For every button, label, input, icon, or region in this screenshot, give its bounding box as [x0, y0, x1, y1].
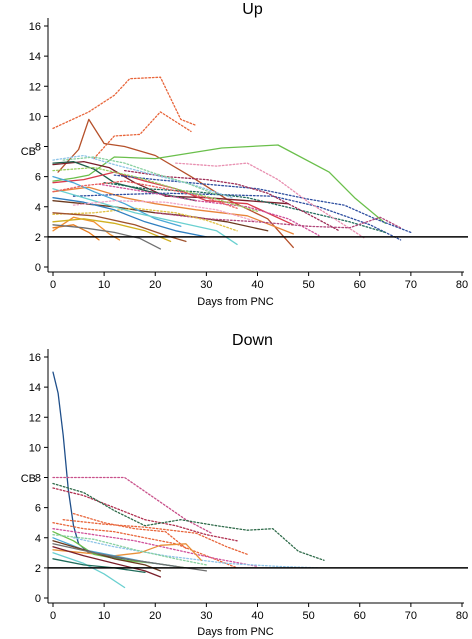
series-line-7: [72, 537, 320, 569]
y-tick-label: 12: [29, 81, 41, 93]
y-tick-label: 8: [35, 473, 41, 485]
chart-panel-up: Up CB Days from PNC 0 2 4 6 8 10 12 14 16 0 10 20 30 40 5…: [21, 1, 468, 308]
x-tick-label: 0: [50, 610, 56, 622]
x-tick-label: 40: [251, 279, 263, 291]
y-tick-label: 10: [29, 442, 41, 454]
series-line-6: [52, 528, 259, 568]
y-tick-label: 14: [29, 382, 41, 394]
series-line-17: [52, 534, 208, 566]
series-line-25: [52, 218, 172, 243]
chart-title: Down: [232, 332, 273, 349]
series-line-8: [52, 186, 294, 235]
series-line-2: [52, 476, 213, 534]
series-line-28: [62, 156, 218, 196]
y-tick-label: 0: [35, 262, 41, 274]
series-line-18: [52, 166, 259, 212]
x-tick-label: 30: [200, 610, 212, 622]
y-tick-label: 16: [29, 21, 41, 33]
series-line-14: [98, 183, 320, 237]
x-tick-label: 50: [303, 610, 315, 622]
y-tick-label: 8: [35, 142, 41, 154]
y-axis-label: CB: [21, 146, 36, 158]
x-tick-label: 50: [303, 279, 315, 291]
series-line-22: [52, 188, 238, 246]
series-line-11: [72, 192, 402, 241]
series-line-2: [93, 111, 192, 160]
x-tick-label: 70: [405, 279, 417, 291]
series-line-3: [52, 487, 238, 542]
series-line-4: [52, 144, 386, 224]
series-line-1: [52, 76, 197, 130]
x-tick-label: 20: [149, 279, 161, 291]
series-line-30: [52, 180, 238, 209]
y-tick-label: 2: [35, 232, 41, 244]
x-tick-label: 60: [354, 610, 366, 622]
series-line-11: [52, 552, 126, 589]
series-line-14: [52, 558, 146, 574]
y-axis-label: CB: [21, 473, 36, 485]
series-line-16: [154, 212, 402, 229]
y-tick-label: 12: [29, 412, 41, 424]
series-line-26: [52, 224, 162, 250]
series-line-13: [52, 540, 162, 572]
y-tick-label: 14: [29, 51, 41, 63]
x-tick-label: 40: [251, 610, 263, 622]
y-tick-label: 0: [35, 593, 41, 605]
series-line-5: [52, 522, 238, 569]
series-line-18: [62, 519, 248, 555]
y-tick-label: 6: [35, 503, 41, 515]
x-tick-label: 70: [405, 610, 417, 622]
series-line-15: [175, 162, 366, 240]
y-tick-label: 4: [35, 533, 41, 545]
series-line-7: [52, 171, 294, 226]
series-line-12: [52, 546, 162, 578]
x-tick-label: 10: [98, 279, 110, 291]
series-line-1: [52, 371, 156, 565]
series-line-10: [113, 174, 412, 234]
chart-panel-down: Down CB Days from PNC 0 2 4 6 8 10 12 14 16 0 10 20 30 4…: [21, 332, 468, 638]
series-line-19: [52, 207, 238, 232]
series-line-21: [52, 197, 208, 238]
series-line-17: [52, 154, 233, 199]
series-line-8: [52, 543, 202, 561]
x-tick-label: 30: [200, 279, 212, 291]
series-line-4: [52, 482, 325, 561]
x-axis-label: Days from PNC: [197, 296, 273, 308]
chart-title: Up: [242, 1, 263, 18]
y-tick-label: 10: [29, 111, 41, 123]
x-tick-label: 10: [98, 610, 110, 622]
x-axis-label: Days from PNC: [197, 626, 273, 638]
x-tick-label: 0: [50, 279, 56, 291]
y-tick-label: 6: [35, 172, 41, 184]
series-line-16: [72, 512, 187, 549]
x-tick-label: 20: [149, 610, 161, 622]
x-tick-label: 80: [456, 610, 468, 622]
series-line-12: [103, 182, 386, 234]
y-tick-label: 4: [35, 202, 41, 214]
series-line-23: [52, 216, 121, 241]
y-tick-label: 2: [35, 563, 41, 575]
series-line-20: [52, 175, 182, 227]
x-tick-label: 80: [456, 279, 468, 291]
series-line-3: [57, 118, 294, 249]
series-line-29: [72, 200, 259, 223]
x-tick-label: 60: [354, 279, 366, 291]
y-tick-label: 16: [29, 352, 41, 364]
